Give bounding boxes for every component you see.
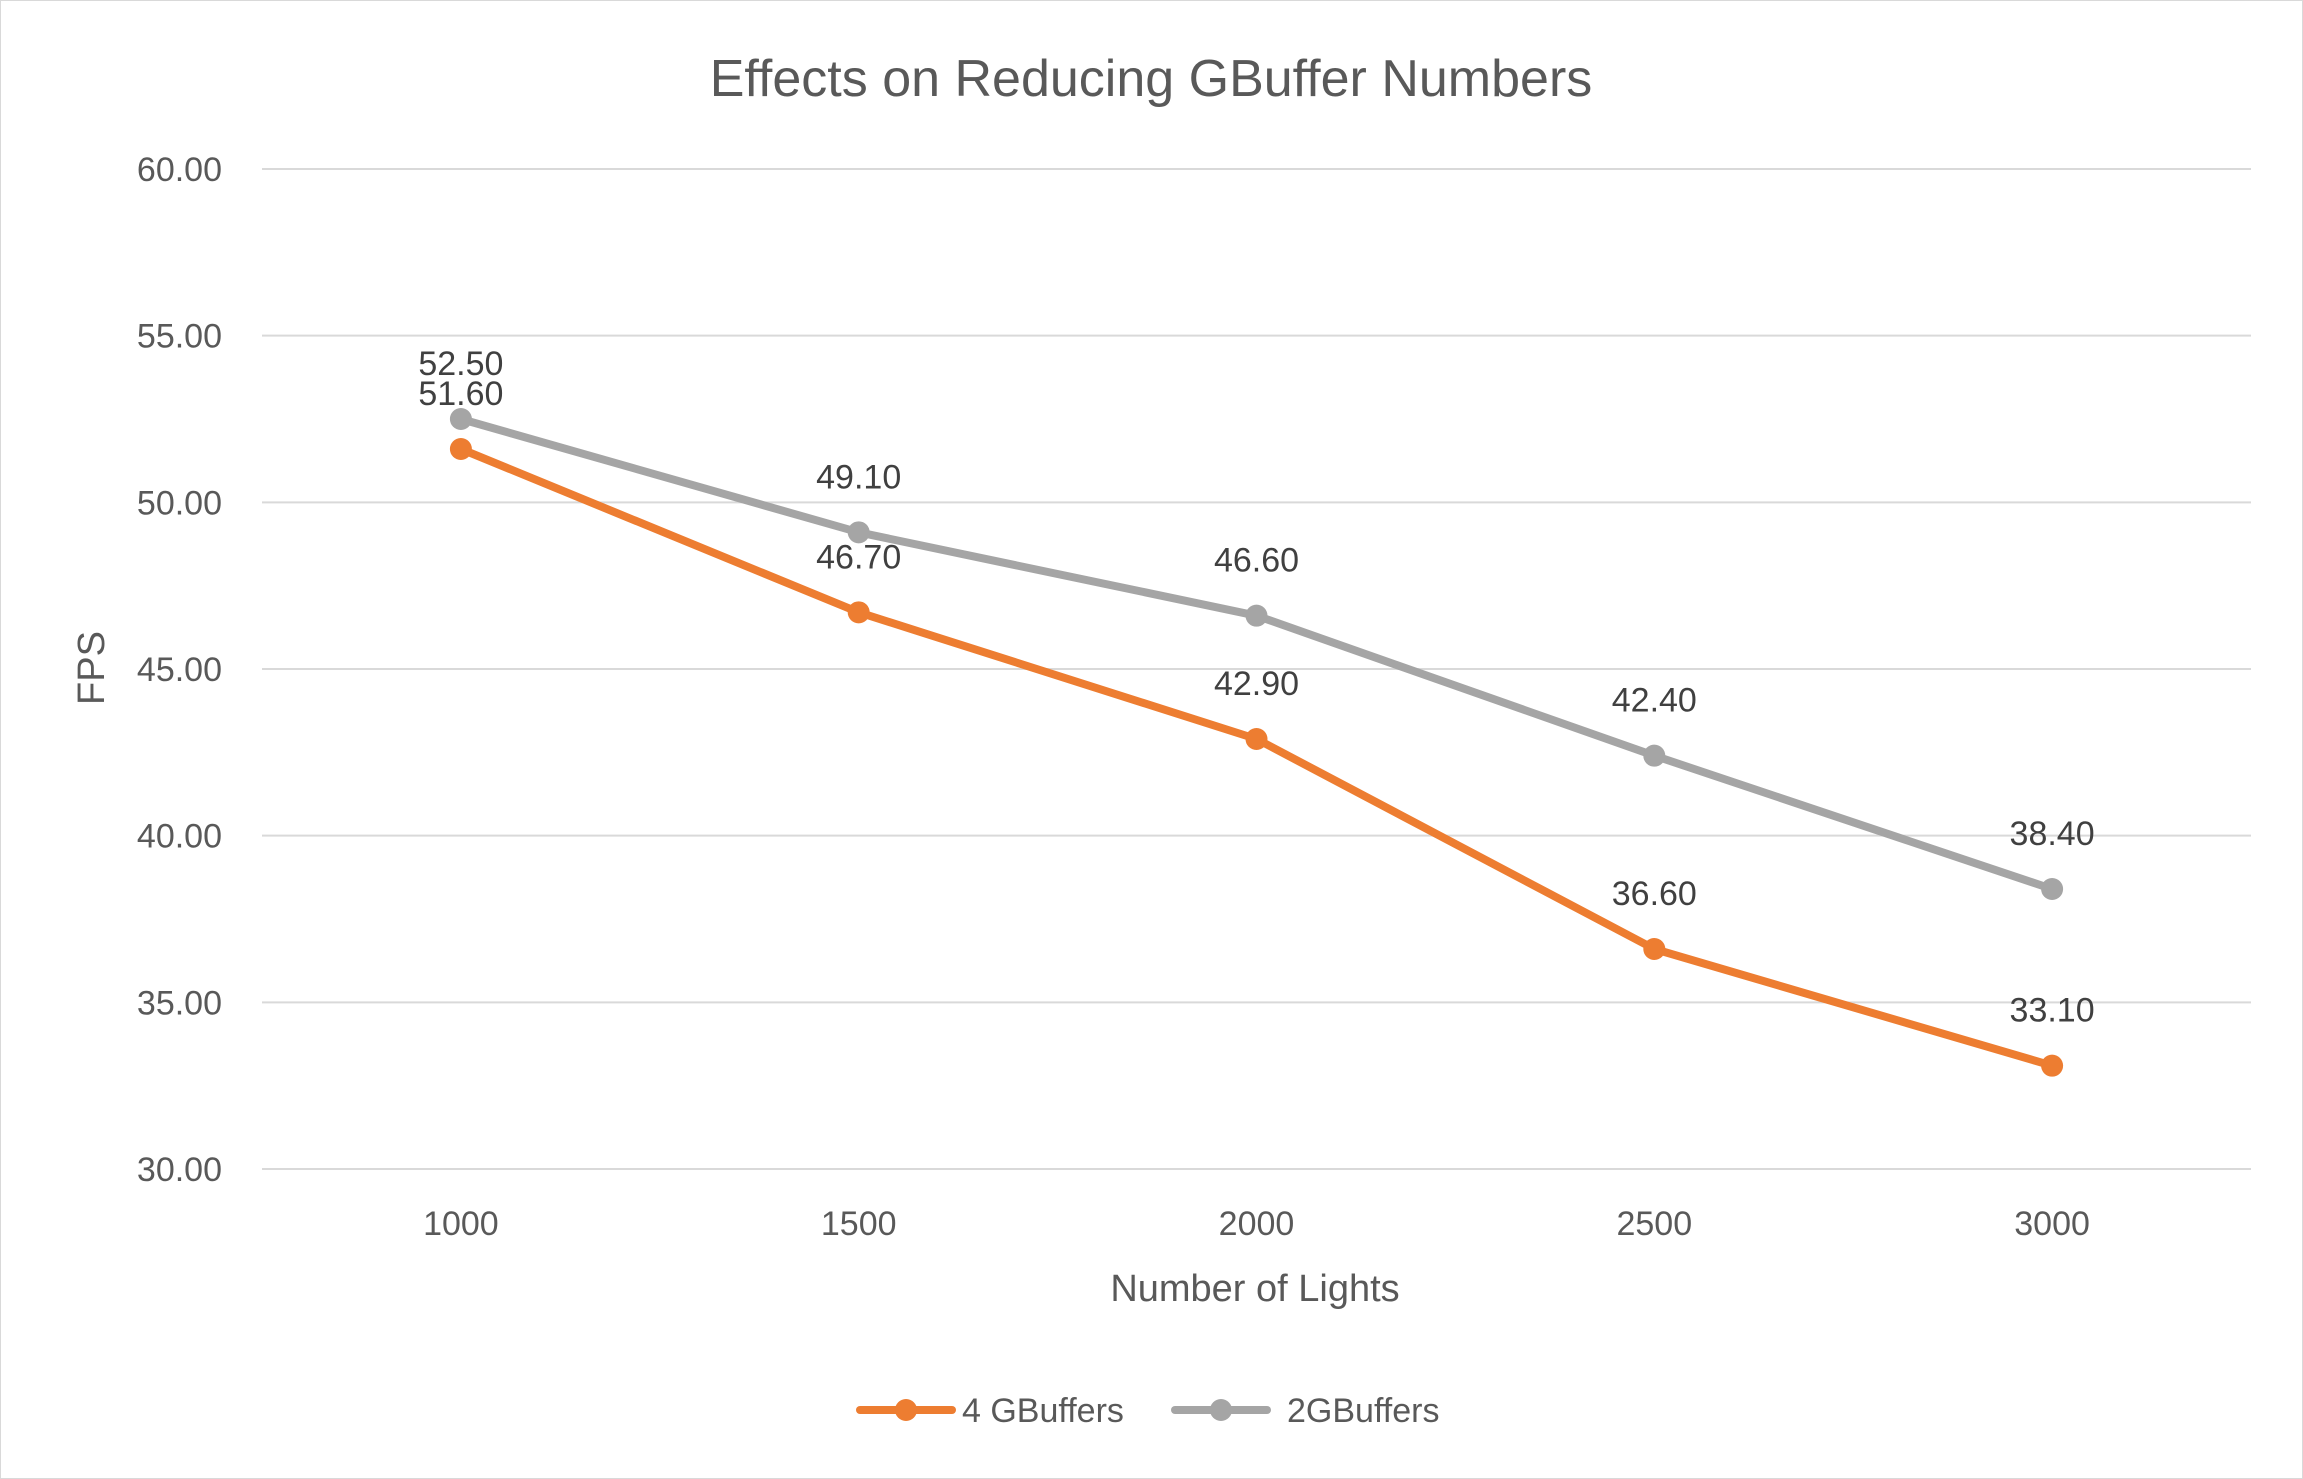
chart-title: Effects on Reducing GBuffer Numbers	[710, 50, 1593, 108]
data-label: 51.60	[418, 375, 503, 413]
data-point	[1643, 938, 1666, 960]
x-tick-label: 3000	[2014, 1205, 2090, 1243]
data-point	[2041, 878, 2064, 900]
data-point	[1245, 728, 1268, 750]
data-label: 42.40	[1612, 682, 1697, 720]
data-labels: 51.60 46.70 42.90 36.60 33.10 52.50 49.10 46.60…	[418, 345, 2094, 1030]
x-axis-title: Number of Lights	[1110, 1268, 1399, 1310]
x-tick-label: 2000	[1219, 1205, 1295, 1243]
x-tick-label: 2500	[1616, 1205, 1692, 1243]
x-tick-label: 1000	[423, 1205, 499, 1243]
data-label: 46.60	[1214, 542, 1299, 580]
data-point	[847, 601, 870, 624]
y-tick-label: 30.00	[137, 1151, 222, 1189]
legend-item: 4 GBuffers	[856, 1392, 1124, 1430]
legend: 4 GBuffers 2GBuffers	[856, 1392, 1439, 1430]
y-tick-label: 35.00	[137, 984, 222, 1022]
y-tick-label: 60.00	[137, 151, 222, 189]
data-label: 33.10	[2010, 992, 2095, 1030]
y-axis-title: FPS	[71, 631, 113, 705]
data-label: 38.40	[2010, 815, 2095, 853]
series-0	[449, 438, 2064, 1077]
legend-label: 2GBuffers	[1287, 1392, 1439, 1430]
data-label: 36.60	[1612, 875, 1697, 913]
data-point	[449, 408, 472, 430]
y-tick-label: 45.00	[137, 651, 222, 689]
legend-item: 2GBuffers	[1171, 1392, 1439, 1430]
data-label: 42.90	[1214, 665, 1299, 703]
data-point	[2041, 1054, 2064, 1077]
y-tick-label: 50.00	[137, 484, 222, 522]
data-label: 46.70	[816, 538, 901, 576]
legend-label: 4 GBuffers	[962, 1392, 1124, 1430]
data-label: 49.10	[816, 458, 901, 496]
series-layer	[449, 408, 2064, 1077]
series-1	[449, 408, 2064, 900]
data-point	[847, 521, 870, 544]
data-label: 52.50	[418, 345, 503, 383]
legend-swatch-marker	[1210, 1399, 1232, 1421]
legend-swatch-marker	[895, 1399, 917, 1421]
y-tick-label: 40.00	[137, 818, 222, 856]
data-point	[449, 438, 472, 460]
x-axis-ticks: 1000 1500 2000 2500 3000	[423, 1205, 2090, 1243]
y-tick-label: 55.00	[137, 318, 222, 356]
series-line	[456, 415, 2057, 893]
data-point	[1643, 744, 1666, 767]
x-tick-label: 1500	[821, 1205, 897, 1243]
data-point	[1245, 604, 1268, 627]
y-axis-ticks: 30.00 35.00 40.00 45.00 50.00 55.00 60.00	[137, 151, 222, 1189]
